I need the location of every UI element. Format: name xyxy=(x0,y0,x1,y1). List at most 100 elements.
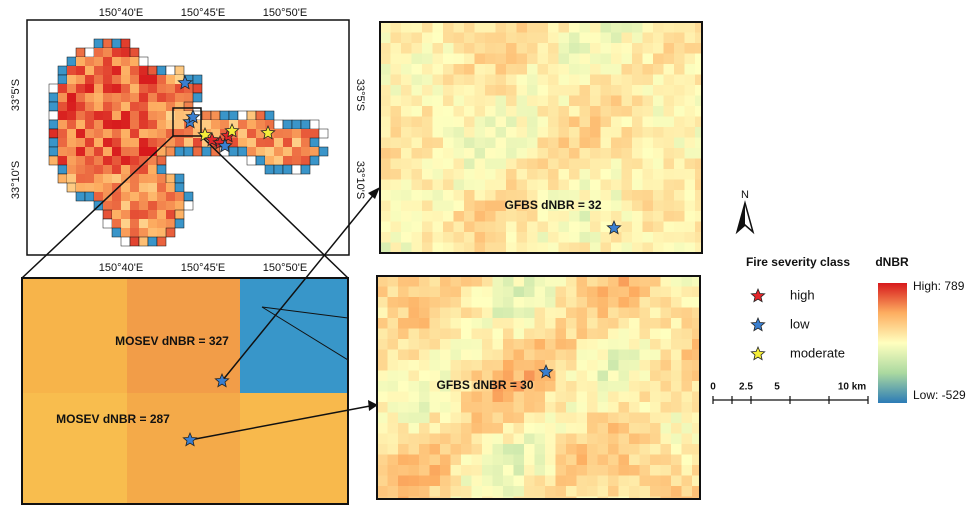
raster-cell xyxy=(559,75,570,86)
raster-cell xyxy=(632,159,643,170)
raster-cell xyxy=(157,66,166,75)
raster-cell xyxy=(461,276,472,287)
raster-cell xyxy=(85,156,94,165)
raster-cell xyxy=(661,276,672,287)
raster-cell xyxy=(643,75,654,86)
raster-cell xyxy=(653,190,664,201)
raster-cell xyxy=(527,22,538,33)
raster-cell xyxy=(664,148,675,159)
raster-cell xyxy=(130,156,139,165)
raster-cell xyxy=(76,138,85,147)
raster-cell xyxy=(475,85,486,96)
raster-cell xyxy=(482,423,493,434)
raster-cell xyxy=(247,138,256,147)
raster-cell xyxy=(485,75,496,86)
fire-extent-map xyxy=(49,39,328,246)
raster-cell xyxy=(238,120,247,129)
raster-cell xyxy=(475,159,486,170)
raster-cell xyxy=(391,43,402,54)
raster-cell xyxy=(517,169,528,180)
raster-cell xyxy=(545,402,556,413)
raster-cell xyxy=(538,232,549,243)
raster-cell xyxy=(451,329,462,340)
raster-cell xyxy=(580,85,591,96)
raster-cell xyxy=(577,423,588,434)
raster-cell xyxy=(157,165,166,174)
raster-cell xyxy=(430,308,441,319)
raster-cell xyxy=(401,222,412,233)
raster-cell xyxy=(157,84,166,93)
raster-cell xyxy=(265,165,274,174)
raster-cell xyxy=(422,159,433,170)
raster-cell xyxy=(514,434,525,445)
raster-cell xyxy=(643,85,654,96)
raster-cell xyxy=(391,169,402,180)
raster-cell xyxy=(380,33,391,44)
raster-cell xyxy=(671,308,682,319)
raster-cell xyxy=(419,276,430,287)
raster-cell xyxy=(422,33,433,44)
raster-cell xyxy=(485,180,496,191)
raster-cell xyxy=(391,64,402,75)
raster-cell xyxy=(619,465,630,476)
colorbar xyxy=(878,283,907,403)
raster-cell xyxy=(611,180,622,191)
gfbs-raster-2 xyxy=(377,276,703,505)
raster-cell xyxy=(524,465,535,476)
raster-cell xyxy=(377,350,388,361)
raster-cell xyxy=(577,287,588,298)
raster-cell xyxy=(103,57,112,66)
raster-cell xyxy=(671,371,682,382)
raster-cell xyxy=(503,329,514,340)
raster-cell xyxy=(632,243,643,254)
raster-cell xyxy=(608,339,619,350)
raster-cell xyxy=(685,75,696,86)
raster-cell xyxy=(464,159,475,170)
raster-cell xyxy=(391,54,402,65)
raster-cell xyxy=(443,33,454,44)
raster-cell xyxy=(377,486,388,497)
raster-cell xyxy=(619,476,630,487)
raster-cell xyxy=(240,278,348,393)
raster-cell xyxy=(419,434,430,445)
raster-cell xyxy=(629,476,640,487)
raster-cell xyxy=(503,308,514,319)
raster-cell xyxy=(422,127,433,138)
raster-cell xyxy=(671,276,682,287)
raster-cell xyxy=(398,360,409,371)
raster-cell xyxy=(148,111,157,120)
raster-cell xyxy=(517,43,528,54)
raster-cell xyxy=(535,402,546,413)
raster-cell xyxy=(514,287,525,298)
raster-cell xyxy=(514,339,525,350)
raster-cell xyxy=(148,138,157,147)
raster-cell xyxy=(643,222,654,233)
raster-cell xyxy=(430,350,441,361)
raster-cell xyxy=(643,232,654,243)
raster-cell xyxy=(464,169,475,180)
raster-cell xyxy=(545,308,556,319)
raster-cell xyxy=(485,117,496,128)
raster-cell xyxy=(580,43,591,54)
raster-cell xyxy=(493,308,504,319)
raster-cell xyxy=(67,84,76,93)
raster-cell xyxy=(454,117,465,128)
raster-cell xyxy=(601,85,612,96)
raster-cell xyxy=(493,476,504,487)
raster-cell xyxy=(256,156,265,165)
raster-cell xyxy=(454,190,465,201)
raster-cell xyxy=(506,96,517,107)
raster-cell xyxy=(409,339,420,350)
raster-cell xyxy=(587,455,598,466)
raster-cell xyxy=(629,392,640,403)
raster-cell xyxy=(674,232,685,243)
raster-cell xyxy=(388,476,399,487)
raster-cell xyxy=(598,339,609,350)
raster-cell xyxy=(559,222,570,233)
raster-cell xyxy=(94,84,103,93)
raster-cell xyxy=(440,329,451,340)
raster-cell xyxy=(398,350,409,361)
raster-cell xyxy=(475,232,486,243)
raster-cell xyxy=(548,222,559,233)
raster-cell xyxy=(472,350,483,361)
